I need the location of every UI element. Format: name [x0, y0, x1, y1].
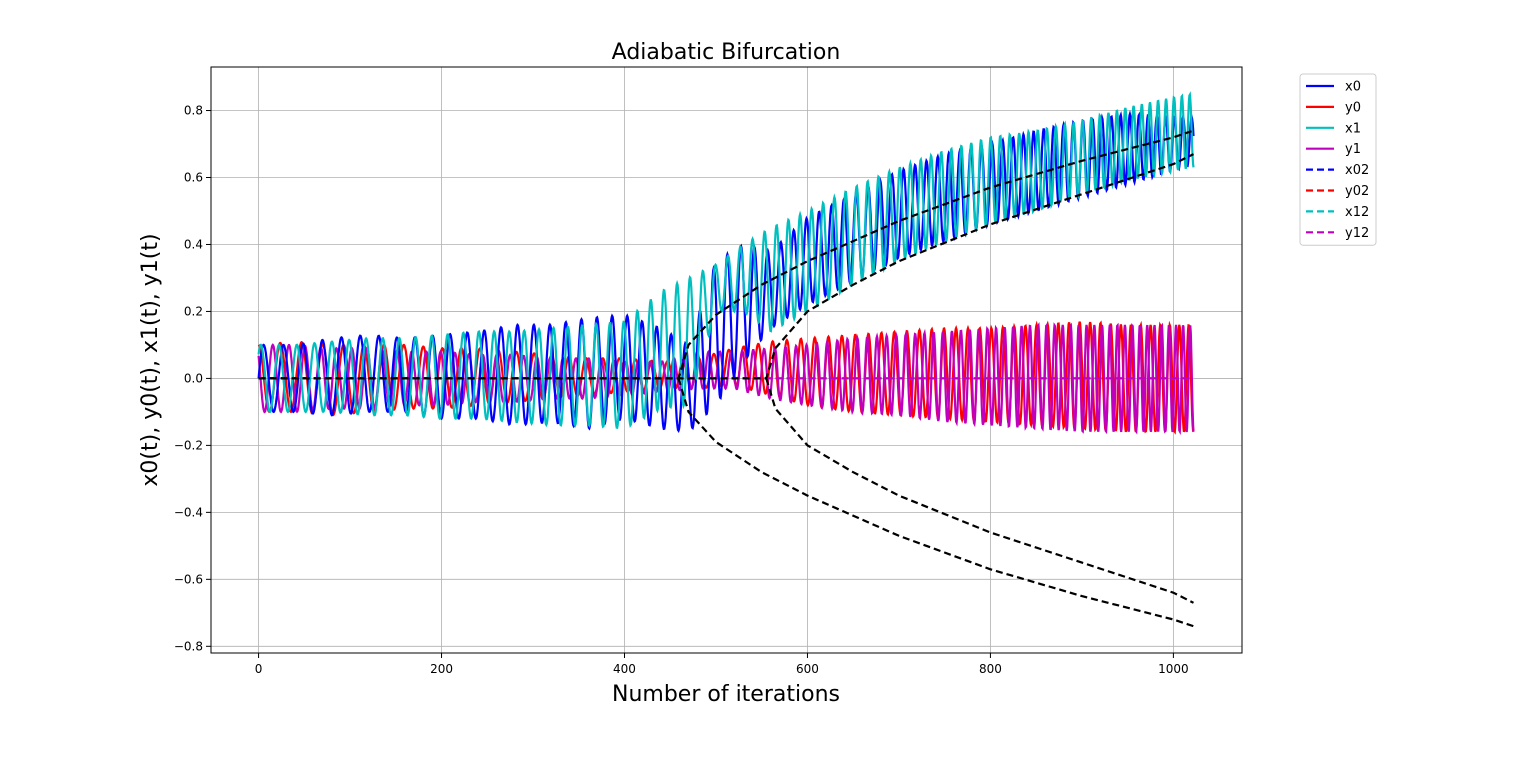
- series-line-x1: [257, 91, 1195, 429]
- reference-curve-3: [765, 378, 1194, 604]
- legend-item-y12: y12: [1306, 226, 1369, 241]
- legend-item-x1: x1: [1306, 121, 1361, 136]
- x-tick-label: 200: [430, 662, 453, 676]
- x-tick-label: 600: [796, 662, 819, 676]
- legend-label: x02: [1345, 163, 1369, 178]
- legend-label: x0: [1345, 80, 1361, 95]
- legend-box: [1299, 73, 1377, 246]
- legend-item-y1: y1: [1306, 142, 1361, 157]
- y-axis-label: x0(t), y0(t), x1(t), y1(t): [138, 233, 163, 486]
- legend-item-y02: y02: [1306, 184, 1369, 199]
- y-tick-label: −0.4: [174, 505, 203, 519]
- reference-curve-2: [258, 153, 1194, 380]
- y-tick-label: −0.6: [174, 572, 203, 586]
- x-tick-label: 0: [255, 662, 263, 676]
- x-tick-label: 400: [613, 662, 636, 676]
- legend-label: y02: [1345, 184, 1369, 199]
- y-tick-label: 0.6: [184, 171, 203, 185]
- legend-item-x12: x12: [1306, 205, 1369, 220]
- legend: x0 y0 x1 y1 x02 y02 x12 y12: [1299, 73, 1377, 246]
- reference-curves: [258, 129, 1194, 628]
- y-tick-label: −0.2: [174, 438, 203, 452]
- plot-area-frame: [210, 66, 1243, 654]
- x-tick-label: 1000: [1158, 662, 1189, 676]
- legend-item-y0: y0: [1306, 100, 1361, 115]
- legend-label: y0: [1345, 100, 1361, 115]
- series-layer: [257, 91, 1195, 436]
- legend-item-x02: x02: [1306, 163, 1369, 178]
- y-axis-ticks: −0.8 −0.6 −0.4 −0.2 0.0 0.2 0.4 0.6 0.8: [174, 104, 211, 653]
- y-tick-label: −0.8: [174, 639, 203, 653]
- y-tick-label: 0.4: [184, 237, 203, 251]
- series-line-y1: [257, 322, 1195, 436]
- x-tick-label: 800: [979, 662, 1002, 676]
- legend-label: y1: [1345, 142, 1361, 157]
- legend-item-x0: x0: [1306, 80, 1361, 95]
- reference-curve-1: [677, 378, 1194, 628]
- x-axis-label: Number of iterations: [612, 682, 840, 707]
- y-tick-label: 0.8: [184, 104, 203, 118]
- reference-curve-0: [258, 129, 1194, 380]
- y-tick-label: 0.0: [184, 371, 203, 385]
- legend-label: x12: [1345, 205, 1369, 220]
- y-tick-label: 0.2: [184, 304, 203, 318]
- chart-title: Adiabatic Bifurcation: [612, 40, 841, 65]
- x-axis-ticks: 0 200 400 600 800 1000: [255, 653, 1189, 676]
- legend-label: x1: [1345, 121, 1361, 136]
- legend-label: y12: [1345, 226, 1369, 241]
